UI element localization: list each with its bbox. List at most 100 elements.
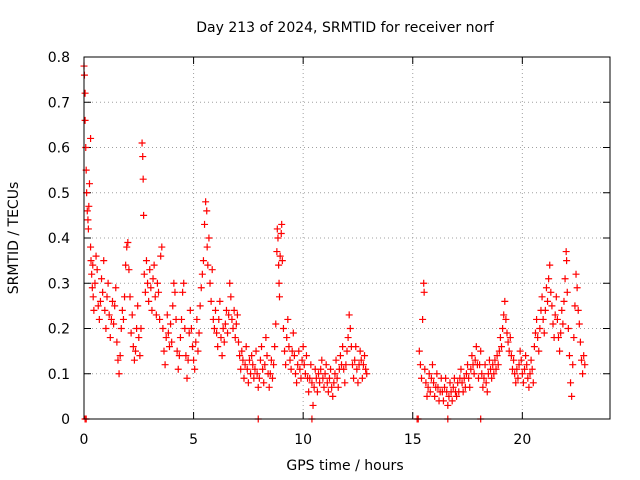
- data-point: [449, 383, 457, 391]
- data-point: [531, 329, 539, 337]
- data-point: [286, 356, 294, 364]
- data-point: [300, 361, 308, 369]
- data-point: [344, 334, 352, 342]
- data-point: [192, 338, 200, 346]
- data-point: [108, 297, 116, 305]
- data-point: [536, 325, 544, 332]
- data-point: [198, 270, 206, 278]
- data-point: [462, 370, 470, 378]
- data-point: [243, 365, 251, 373]
- data-point: [315, 370, 323, 378]
- data-point: [534, 334, 542, 342]
- data-point: [268, 374, 276, 382]
- data-point: [356, 347, 364, 355]
- data-point: [341, 379, 349, 387]
- data-point: [548, 302, 556, 310]
- data-point: [139, 175, 147, 183]
- data-point: [81, 116, 89, 124]
- data-point: [159, 325, 167, 332]
- data-point: [318, 356, 326, 364]
- data-point: [540, 329, 548, 337]
- data-point: [351, 356, 359, 364]
- data-point: [139, 153, 147, 161]
- data-point: [332, 356, 340, 364]
- data-point: [147, 284, 155, 292]
- data-point: [218, 352, 226, 360]
- data-point: [567, 379, 575, 387]
- data-point: [224, 329, 232, 337]
- data-point: [557, 329, 565, 337]
- data-point: [560, 297, 568, 305]
- data-point: [466, 383, 474, 391]
- data-point: [180, 279, 188, 287]
- data-point: [506, 334, 514, 342]
- data-point: [85, 180, 93, 188]
- data-point: [201, 220, 209, 228]
- data-point: [529, 379, 537, 387]
- data-point: [545, 275, 553, 283]
- data-point: [90, 306, 98, 314]
- data-point: [222, 306, 230, 314]
- data-point: [502, 315, 510, 323]
- data-point: [479, 383, 487, 391]
- data-point: [558, 306, 566, 314]
- x-tick-label: 0: [80, 432, 89, 448]
- data-point: [191, 365, 199, 373]
- data-point: [348, 361, 356, 369]
- y-tick-label: 0.5: [48, 186, 70, 202]
- data-point: [187, 325, 195, 332]
- data-point: [328, 383, 336, 391]
- data-point: [239, 356, 247, 364]
- data-point: [526, 370, 534, 378]
- data-point: [309, 401, 317, 409]
- data-point: [339, 343, 347, 351]
- data-point: [93, 266, 101, 274]
- data-point: [219, 325, 227, 332]
- data-point: [470, 370, 478, 378]
- data-point: [236, 352, 244, 360]
- data-point: [142, 257, 150, 265]
- tick-labels: 0 0.1 0.2 0.3 0.4 0.5 0.6 0.7 0.8 0 5 10 15 20: [48, 50, 532, 448]
- data-point: [284, 315, 292, 323]
- data-point: [106, 334, 114, 342]
- data-point: [320, 383, 328, 391]
- data-point: [496, 334, 504, 342]
- data-point: [334, 383, 342, 391]
- data-point: [468, 352, 476, 360]
- data-point: [564, 325, 572, 332]
- data-point: [416, 361, 424, 369]
- data-point: [431, 392, 439, 400]
- data-point: [233, 311, 241, 319]
- data-point: [235, 338, 243, 346]
- data-point: [513, 365, 521, 373]
- data-point: [183, 374, 191, 382]
- data-point: [444, 401, 452, 409]
- data-point: [104, 279, 112, 287]
- data-point: [492, 365, 500, 373]
- data-point: [217, 334, 225, 342]
- data-point: [125, 266, 133, 274]
- data-point: [418, 374, 426, 382]
- y-tick-label: 0.2: [48, 322, 70, 338]
- data-point: [516, 347, 524, 355]
- data-point: [152, 311, 160, 319]
- data-point: [270, 361, 278, 369]
- data-point: [207, 297, 215, 305]
- x-axis-label: GPS time / hours: [286, 458, 403, 474]
- data-point: [305, 388, 313, 396]
- data-point: [500, 311, 508, 319]
- data-point: [573, 284, 581, 292]
- x-tick-label: 20: [513, 432, 531, 448]
- data-point: [206, 279, 214, 287]
- data-point: [85, 202, 93, 210]
- data-point: [129, 343, 137, 351]
- data-point: [176, 334, 184, 342]
- data-point: [283, 334, 291, 342]
- data-point: [112, 284, 120, 292]
- data-point: [535, 347, 543, 355]
- data-point: [361, 352, 369, 360]
- data-point: [101, 306, 109, 314]
- data-point: [541, 306, 549, 314]
- data-point: [512, 379, 520, 387]
- data-point: [419, 315, 427, 323]
